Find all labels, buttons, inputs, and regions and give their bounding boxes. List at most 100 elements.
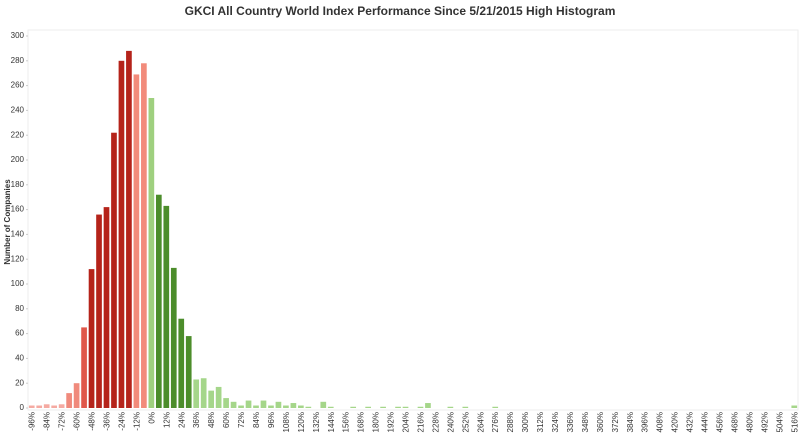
- x-tick-label: 288%: [506, 412, 515, 432]
- bar: [791, 405, 798, 408]
- bar: [402, 406, 409, 408]
- y-tick-label: 260: [11, 81, 25, 90]
- bar: [208, 390, 214, 408]
- bar: [425, 403, 431, 408]
- bar: [298, 405, 304, 408]
- x-tick-label: 504%: [775, 412, 784, 432]
- bar: [327, 406, 334, 408]
- x-tick-label: 24%: [177, 412, 186, 428]
- x-tick-label: -48%: [88, 412, 97, 431]
- bar: [350, 406, 357, 408]
- bar: [73, 383, 80, 408]
- y-tick-label: 220: [11, 130, 25, 139]
- bar: [66, 393, 72, 408]
- y-tick-label: 280: [11, 56, 25, 65]
- x-tick-label: 264%: [476, 412, 485, 432]
- x-tick-label: 156%: [342, 412, 351, 432]
- x-tick-label: 84%: [252, 412, 261, 428]
- x-tick-label: 60%: [222, 412, 231, 428]
- y-tick-label: 200: [11, 155, 25, 164]
- y-tick-label: 240: [11, 106, 25, 115]
- x-tick-label: 96%: [267, 412, 276, 428]
- x-tick-label: 48%: [207, 412, 216, 428]
- bar: [81, 327, 87, 408]
- x-tick-label: 468%: [730, 412, 739, 432]
- y-tick-label: 0: [20, 403, 25, 412]
- bar: [118, 60, 125, 409]
- bar: [230, 401, 237, 408]
- bar: [417, 406, 424, 408]
- x-tick-label: 324%: [551, 412, 560, 432]
- x-tick-label: 336%: [566, 412, 575, 432]
- y-tick-label: 120: [11, 254, 25, 263]
- x-tick-label: 216%: [416, 412, 425, 432]
- bar: [395, 406, 401, 408]
- x-tick-label: -12%: [132, 412, 141, 431]
- bar: [148, 98, 155, 408]
- y-axis-label: Number of Companies: [3, 179, 12, 265]
- x-tick-label: 492%: [760, 412, 769, 432]
- bar: [492, 406, 499, 408]
- x-tick-label: -96%: [28, 412, 37, 431]
- x-tick-label: 456%: [716, 412, 725, 432]
- bar: [185, 336, 192, 408]
- x-tick-label: -72%: [58, 412, 67, 431]
- x-tick-label: -24%: [117, 412, 126, 431]
- bar: [58, 404, 65, 408]
- bar: [365, 406, 371, 408]
- bar: [275, 401, 282, 408]
- x-tick-label: 408%: [656, 412, 665, 432]
- bar: [103, 207, 110, 408]
- x-tick-label: 396%: [641, 412, 650, 432]
- y-tick-label: 140: [11, 230, 25, 239]
- x-tick-label: 384%: [626, 412, 635, 432]
- bar: [163, 205, 170, 408]
- x-tick-label: 348%: [581, 412, 590, 432]
- x-tick-label: 276%: [491, 412, 500, 432]
- x-tick-label: 192%: [387, 412, 396, 432]
- x-tick-label: 300%: [521, 412, 530, 432]
- y-tick-label: 40: [15, 354, 24, 363]
- x-tick-label: 132%: [312, 412, 321, 432]
- bar: [238, 405, 244, 408]
- x-tick-label: -60%: [73, 412, 82, 431]
- bar: [141, 63, 147, 408]
- x-tick-label: 36%: [192, 412, 201, 428]
- y-tick-label: 100: [11, 279, 25, 288]
- bar: [43, 404, 50, 408]
- x-tick-label: -36%: [102, 412, 111, 431]
- bar: [215, 386, 222, 408]
- bar: [51, 405, 58, 408]
- x-tick-label: 228%: [431, 412, 440, 432]
- bar: [170, 267, 177, 408]
- x-tick-label: 120%: [297, 412, 306, 432]
- x-tick-label: 312%: [536, 412, 545, 432]
- x-tick-label: 372%: [611, 412, 620, 432]
- bar: [200, 378, 207, 408]
- x-tick-label: 12%: [162, 412, 171, 428]
- bar: [260, 400, 267, 408]
- x-tick-label: 144%: [327, 412, 336, 432]
- bar: [305, 406, 312, 408]
- x-tick-label: 180%: [372, 412, 381, 432]
- y-tick-label: 80: [15, 304, 24, 313]
- x-tick-label: 72%: [237, 412, 246, 428]
- x-tick-label: 0%: [147, 412, 156, 424]
- bar: [36, 405, 43, 408]
- x-tick-label: 516%: [790, 412, 799, 432]
- y-tick-label: 60: [15, 329, 24, 338]
- x-tick-label: -84%: [43, 412, 52, 431]
- x-tick-label: 360%: [596, 412, 605, 432]
- bar: [96, 214, 102, 408]
- bar: [380, 406, 386, 408]
- y-tick-label: 180: [11, 180, 25, 189]
- bar: [447, 406, 454, 408]
- x-tick-label: 168%: [357, 412, 366, 432]
- x-tick-label: 420%: [671, 412, 680, 432]
- y-tick-label: 160: [11, 205, 25, 214]
- bar: [88, 269, 95, 408]
- bar: [268, 405, 274, 408]
- chart-title: GKCI All Country World Index Performance…: [185, 4, 616, 18]
- bar: [320, 401, 327, 408]
